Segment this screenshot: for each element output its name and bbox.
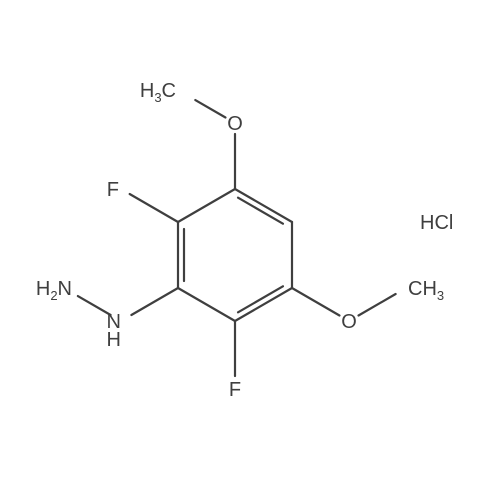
bonds-group	[78, 100, 396, 376]
labels-group: OH3CFNHH2NFOCH3HCl	[36, 80, 453, 401]
svg-text:H2N: H2N	[36, 278, 72, 303]
svg-text:F: F	[107, 179, 119, 201]
svg-text:O: O	[227, 113, 243, 135]
svg-text:HCl: HCl	[420, 212, 453, 234]
svg-text:O: O	[341, 311, 357, 333]
svg-text:CH3: CH3	[408, 278, 444, 303]
svg-text:H: H	[107, 329, 121, 351]
molecule-diagram: OH3CFNHH2NFOCH3HCl	[0, 0, 500, 500]
svg-text:F: F	[229, 379, 241, 401]
svg-text:H3C: H3C	[140, 80, 176, 105]
